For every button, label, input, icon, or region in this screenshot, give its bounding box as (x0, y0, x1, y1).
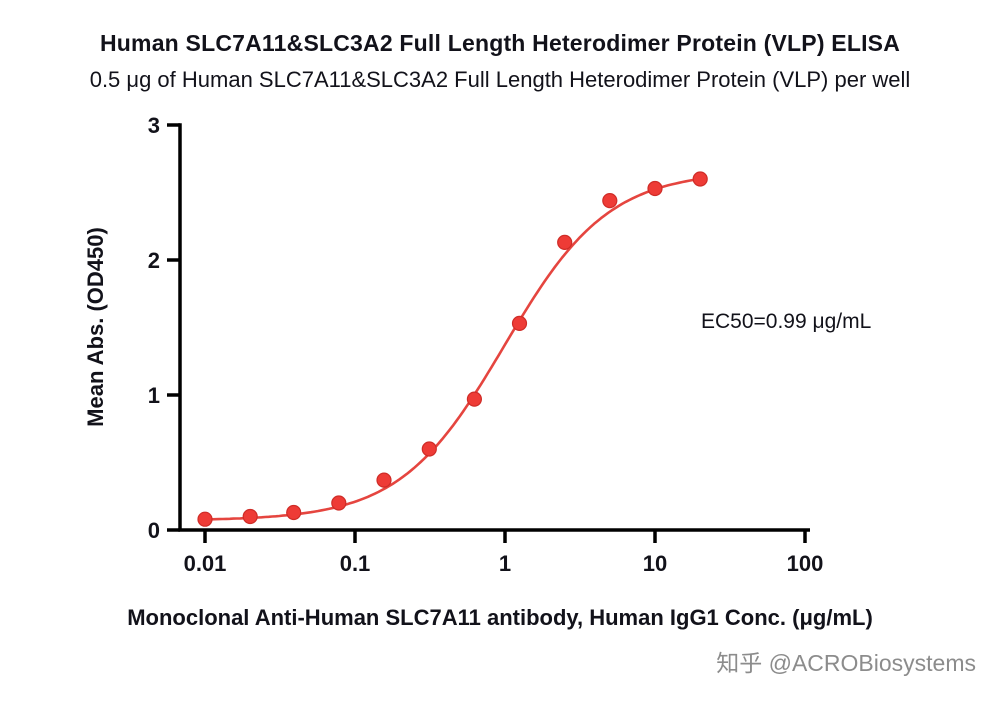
x-tick-label: 1 (499, 551, 511, 576)
x-tick-label: 10 (643, 551, 667, 576)
y-tick-label: 3 (148, 113, 160, 138)
chart-title: Human SLC7A11&SLC3A2 Full Length Heterod… (99, 30, 901, 56)
data-point (421, 441, 437, 457)
y-tick-label: 0 (148, 518, 160, 543)
chart-subtitle: 0.5 μg of Human SLC7A11&SLC3A2 Full Leng… (89, 67, 911, 92)
data-point (331, 495, 347, 511)
data-point (511, 315, 528, 331)
data-point (692, 171, 708, 187)
x-tick-label: 100 (787, 551, 824, 576)
data-point (286, 504, 302, 521)
x-axis-title: Monoclonal Anti-Human SLC7A11 antibody, … (127, 605, 873, 630)
y-tick-label: 2 (148, 248, 160, 273)
x-tick-label: 0.01 (184, 551, 227, 576)
x-tick-label: 0.1 (340, 551, 371, 576)
ec50-annotation: EC50=0.99 μg/mL (701, 310, 872, 333)
data-point (376, 472, 392, 488)
y-tick-label: 1 (148, 383, 160, 408)
data-point (466, 391, 482, 407)
fit-curve (205, 177, 701, 521)
data-point (557, 234, 573, 250)
data-point (197, 511, 213, 527)
data-point (242, 508, 258, 525)
data-point (647, 180, 663, 197)
watermark: 知乎 @ACROBiosystems (716, 650, 976, 676)
data-point (602, 193, 618, 209)
